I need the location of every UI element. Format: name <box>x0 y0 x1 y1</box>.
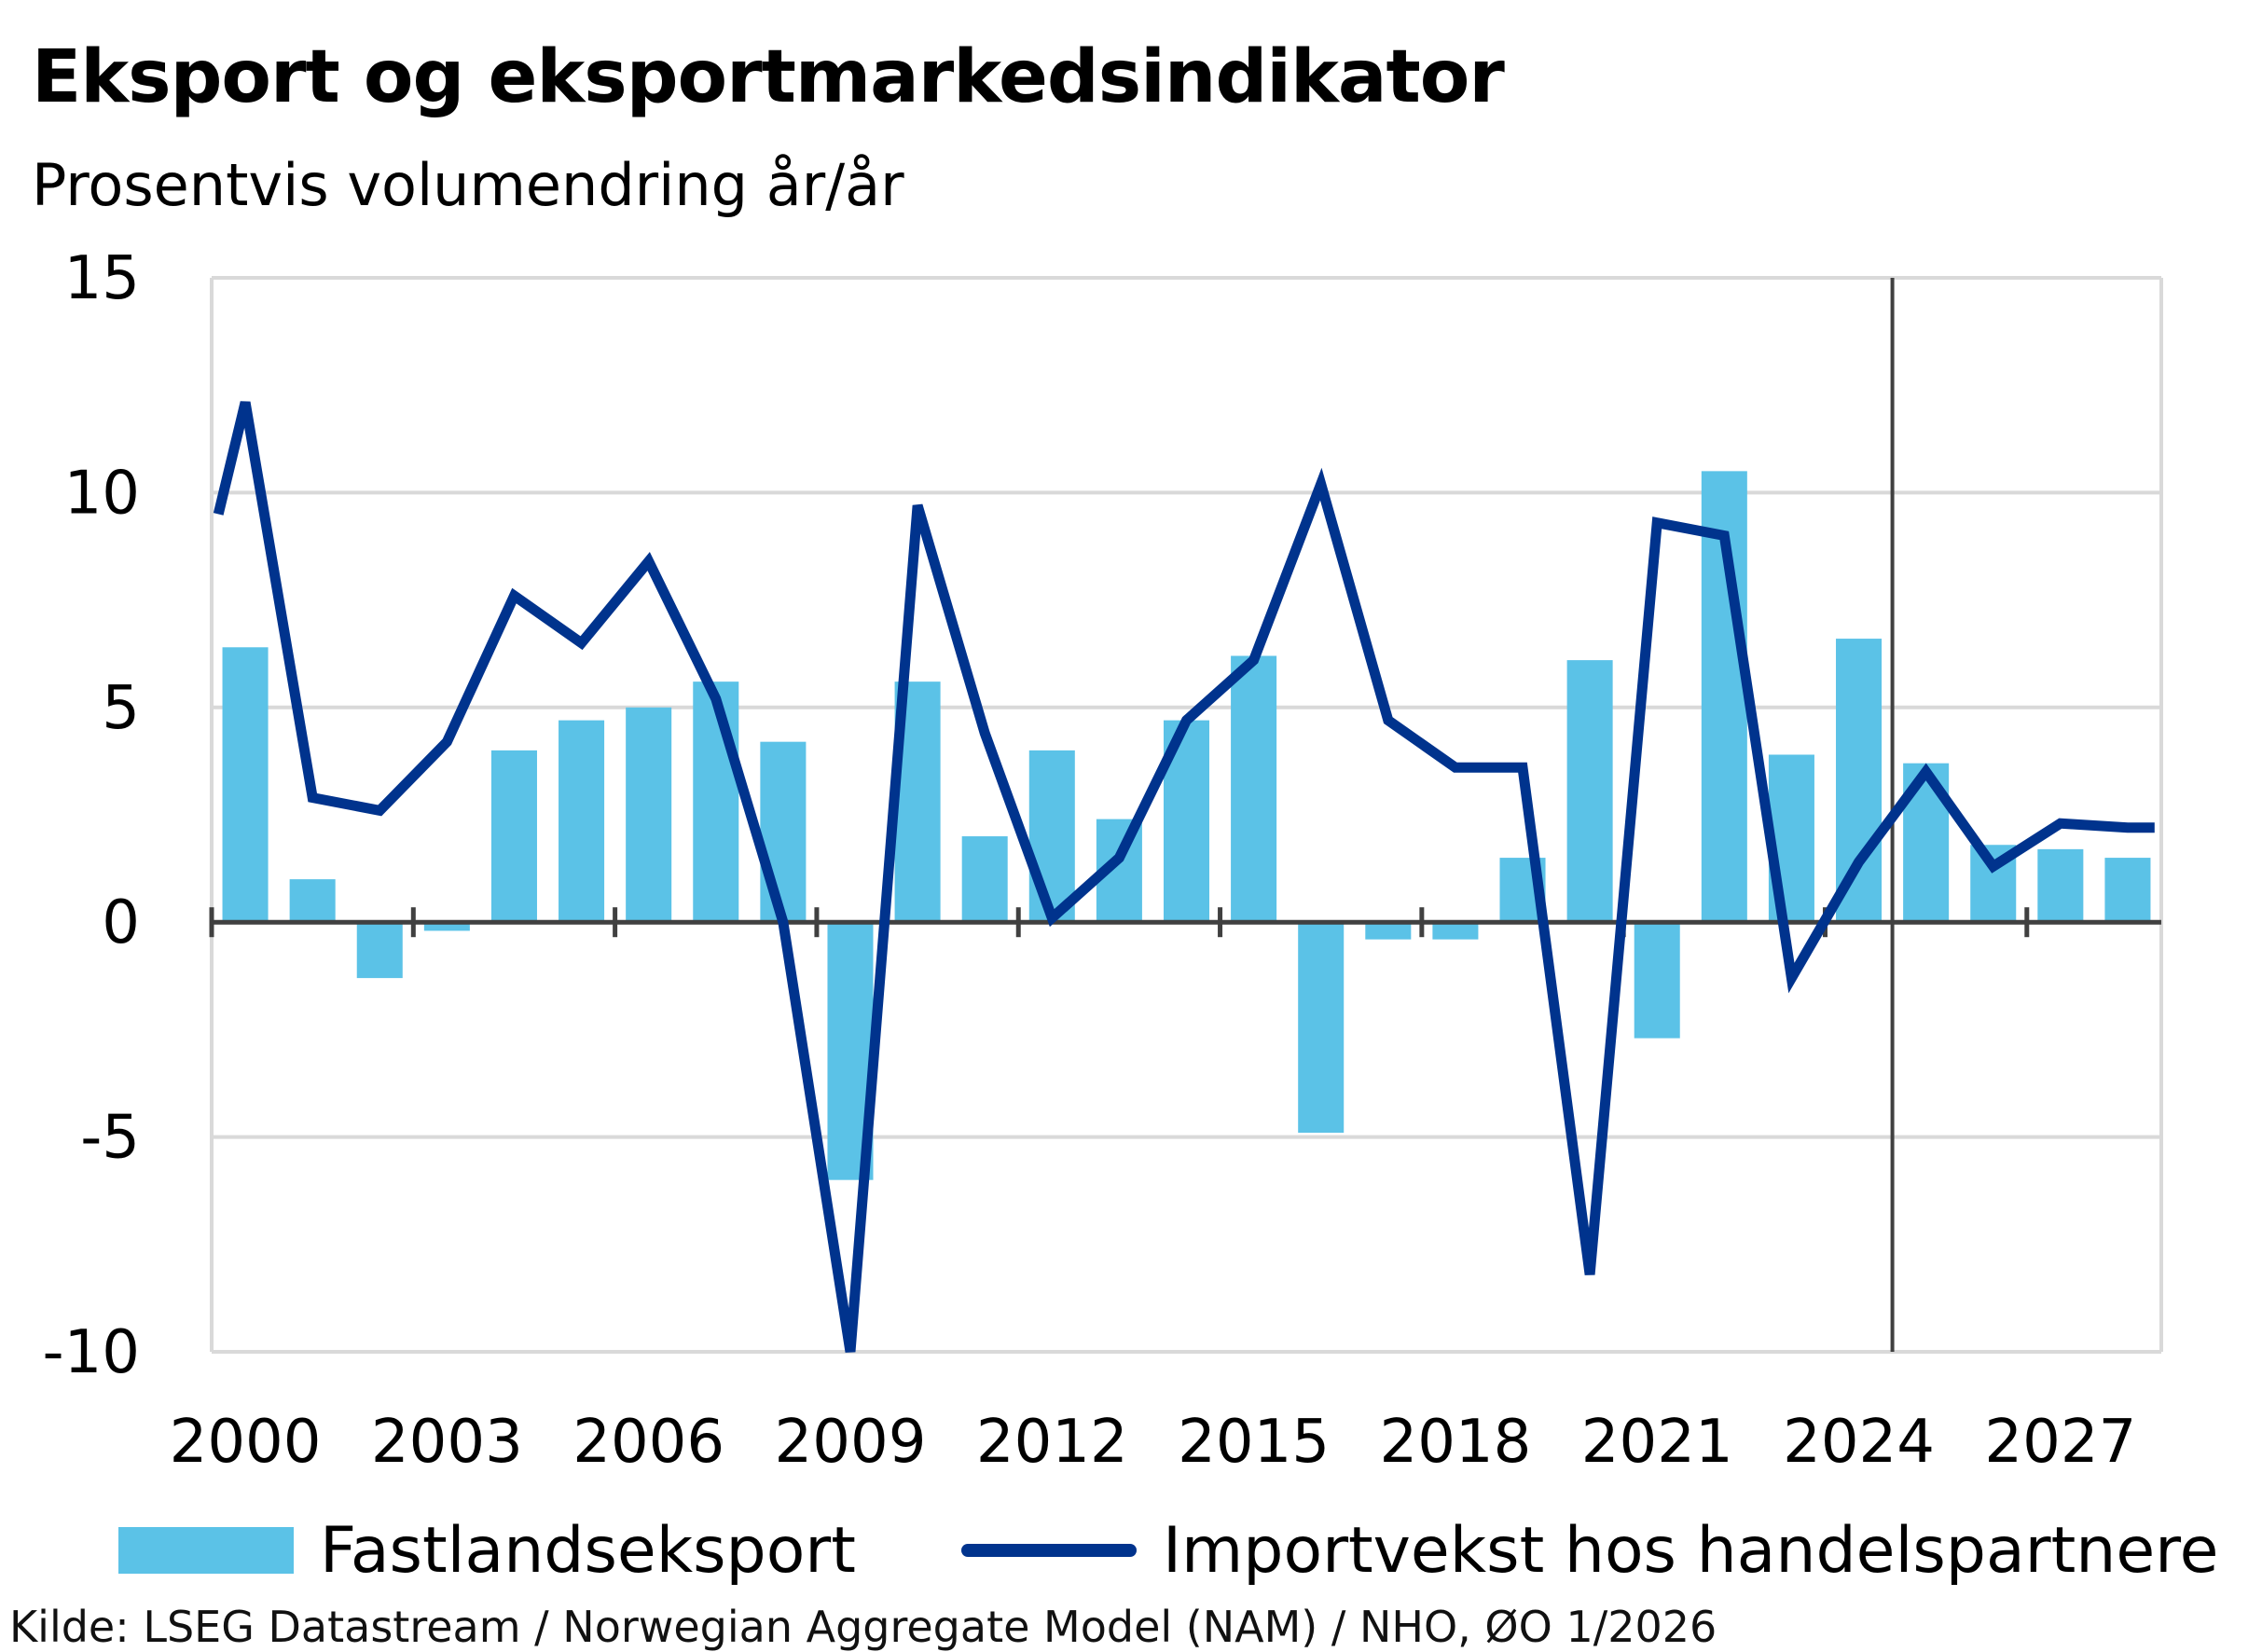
y-tick-label: 10 <box>64 459 140 528</box>
bar-2011 <box>961 836 1008 923</box>
bar-2008 <box>760 741 807 923</box>
legend-line-swatch <box>961 1544 1137 1557</box>
y-tick-label: -10 <box>42 1318 140 1387</box>
bar-2021 <box>1634 922 1680 1039</box>
legend-label-bar: Fastlandseksport <box>320 1513 856 1588</box>
bar-series <box>222 471 2151 1180</box>
legend-item-bar: Fastlandseksport <box>118 1508 856 1592</box>
x-tick-label: 2027 <box>1984 1408 2136 1477</box>
bar-2005 <box>559 720 605 923</box>
chart-subtitle: Prosentvis volumendring år/år <box>32 151 904 219</box>
legend-item-line: Importvekst hos handelspartnere <box>961 1508 2218 1592</box>
line-series <box>213 401 2155 1353</box>
source-note: Kilde: LSEG Datastream / Norwegian Aggre… <box>9 1602 1717 1652</box>
legend: Fastlandseksport Importvekst hos handels… <box>118 1508 2254 1592</box>
bar-2000 <box>222 647 269 923</box>
y-tick-label: 15 <box>64 244 140 313</box>
x-tick-label: 2021 <box>1581 1408 1733 1477</box>
bar-2017 <box>1365 922 1412 940</box>
tick-labels: 15 10 5 0 -5 -10 2000 2003 2006 2009 2012 2015 2018 2… <box>42 244 2136 1477</box>
x-tick-label: 2015 <box>1178 1408 1330 1477</box>
x-tick-label: 2003 <box>371 1408 523 1477</box>
bar-2007 <box>693 681 739 923</box>
legend-bar-swatch <box>118 1527 294 1574</box>
bar-2015 <box>1231 655 1277 923</box>
y-tick-label: 5 <box>102 674 140 743</box>
chart-title: Eksport og eksportmarkedsindikator <box>32 35 1505 119</box>
bar-2016 <box>1298 922 1345 1133</box>
y-tick-label: 0 <box>102 888 140 957</box>
bar-2006 <box>626 707 672 923</box>
x-tick-label: 2024 <box>1783 1408 1935 1477</box>
x-tick-label: 2012 <box>976 1408 1128 1477</box>
x-tick-label: 2009 <box>775 1408 927 1477</box>
bar-2001 <box>289 879 336 923</box>
bar-2024 <box>1836 639 1883 923</box>
bar-2012 <box>1028 750 1075 923</box>
x-tick-label: 2018 <box>1379 1408 1531 1477</box>
bar-2020 <box>1566 660 1613 923</box>
bar-2018 <box>1432 922 1479 940</box>
bar-2003 <box>423 922 470 931</box>
line-importvekst <box>213 401 2155 1353</box>
y-tick-label: -5 <box>80 1104 140 1173</box>
x-tick-label: 2006 <box>572 1408 724 1477</box>
bar-2027 <box>2037 848 2084 923</box>
bar-2002 <box>356 922 403 979</box>
x-tick-label: 2000 <box>170 1408 322 1477</box>
legend-label-line: Importvekst hos handelspartnere <box>1163 1513 2219 1588</box>
bar-2028 <box>2104 858 2151 923</box>
bar-2004 <box>490 750 537 923</box>
